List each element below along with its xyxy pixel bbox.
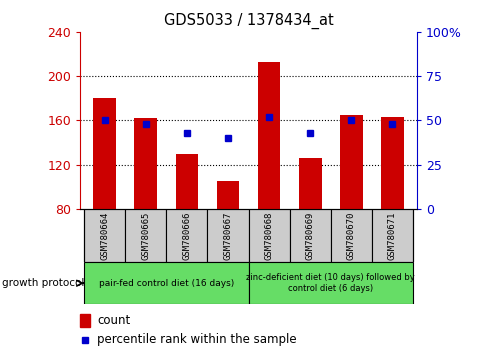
Text: count: count: [97, 314, 130, 327]
Text: growth protocol: growth protocol: [2, 278, 85, 288]
Bar: [216, 181, 239, 209]
Text: GSM780666: GSM780666: [182, 211, 191, 259]
Title: GDS5033 / 1378434_at: GDS5033 / 1378434_at: [163, 13, 333, 29]
Text: GSM780665: GSM780665: [141, 211, 150, 259]
Bar: [175, 154, 198, 209]
Text: GSM780670: GSM780670: [346, 211, 355, 259]
Bar: [298, 158, 321, 209]
Text: GSM780671: GSM780671: [387, 211, 396, 259]
Bar: [134, 118, 157, 209]
Text: pair-fed control diet (16 days): pair-fed control diet (16 days): [99, 279, 233, 288]
Bar: [93, 98, 116, 209]
Bar: [289, 209, 330, 262]
Bar: [257, 62, 280, 209]
Bar: [248, 209, 289, 262]
Bar: [84, 209, 125, 262]
Bar: [207, 209, 248, 262]
Text: GSM780667: GSM780667: [223, 211, 232, 259]
Bar: [84, 262, 248, 304]
Bar: [125, 209, 166, 262]
Text: GSM780669: GSM780669: [305, 211, 314, 259]
Bar: [330, 209, 371, 262]
Text: percentile rank within the sample: percentile rank within the sample: [97, 333, 296, 346]
Bar: [166, 209, 207, 262]
Bar: [339, 115, 362, 209]
Bar: [80, 314, 90, 327]
Bar: [380, 117, 403, 209]
Bar: [371, 209, 412, 262]
Text: GSM780668: GSM780668: [264, 211, 273, 259]
Bar: [248, 262, 412, 304]
Text: zinc-deficient diet (10 days) followed by
control diet (6 days): zinc-deficient diet (10 days) followed b…: [246, 274, 414, 293]
Text: GSM780664: GSM780664: [100, 211, 109, 259]
